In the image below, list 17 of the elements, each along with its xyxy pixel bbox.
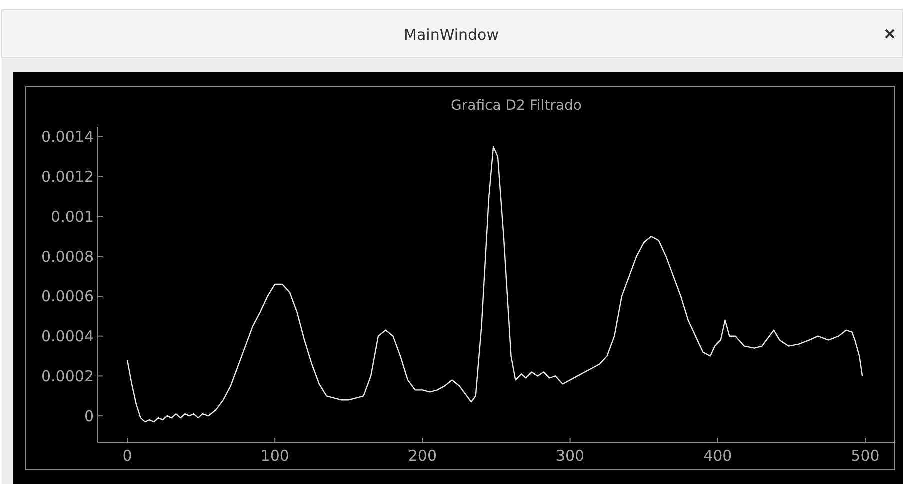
y-tick-label: 0.0008 <box>42 248 94 266</box>
x-tick-label: 500 <box>851 447 880 465</box>
y-tick-label: 0.001 <box>51 208 94 226</box>
y-tick-label: 0.0002 <box>42 367 94 386</box>
x-tick-label: 200 <box>408 447 438 465</box>
line-series <box>126 146 864 423</box>
x-tick-label: 100 <box>260 447 290 465</box>
x-tick-label: 400 <box>704 447 732 465</box>
chart-title: Grafica D2 Filtrado <box>451 98 582 114</box>
y-tick-label: 0.0006 <box>42 288 94 306</box>
y-tick-label: 0.0004 <box>42 328 94 346</box>
text: MainWindow <box>404 26 499 44</box>
x-tick-label: 300 <box>556 447 585 465</box>
y-tick-label: 0 <box>84 407 94 426</box>
y-tick-label: 0.0012 <box>42 168 94 186</box>
x-tick-label: 0 <box>122 447 132 465</box>
y-tick-label: 0.0014 <box>42 128 94 146</box>
